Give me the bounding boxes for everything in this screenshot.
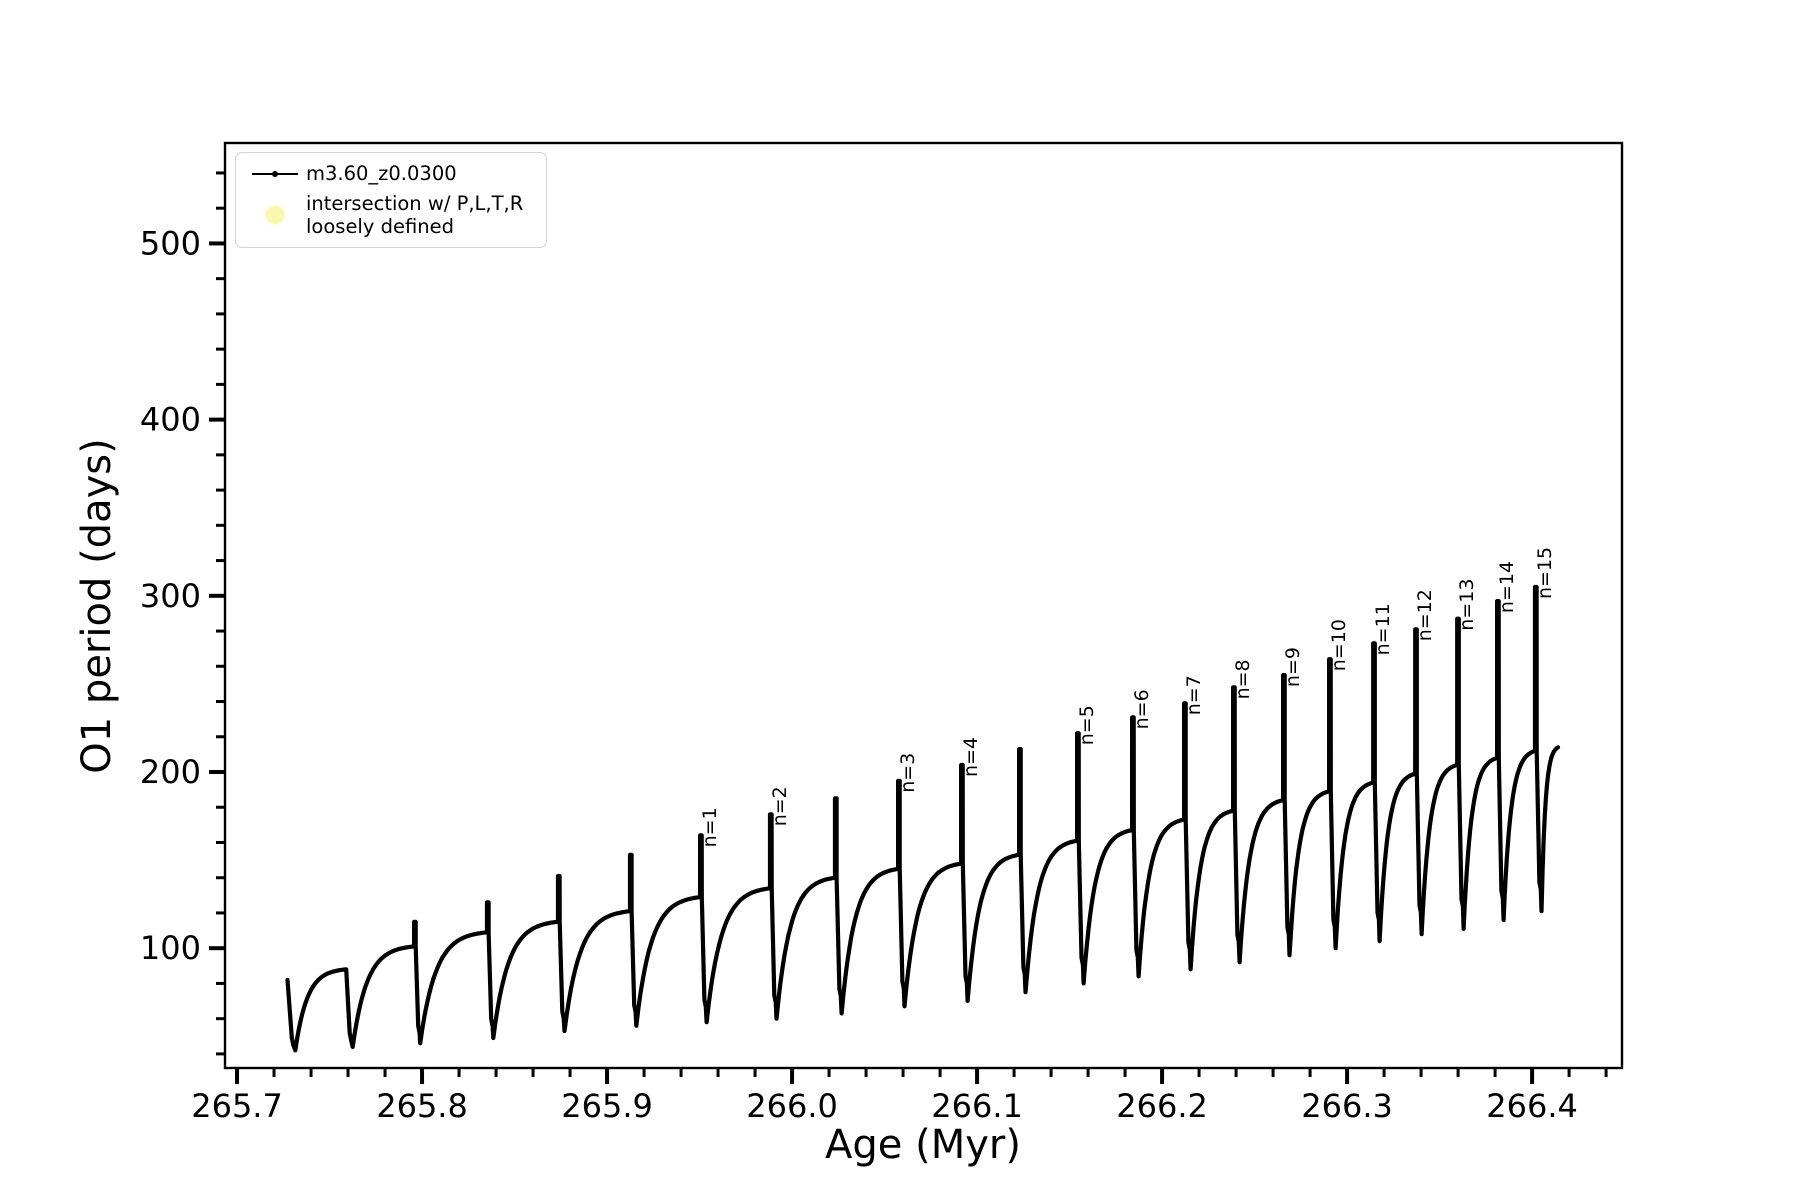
legend-line-sample [252,170,298,177]
x-tick-label: 266.4 [1486,1087,1578,1125]
legend-scatter-marker-icon [266,205,284,224]
spike-annotation: n=14 [1496,561,1518,613]
x-tick-label: 266.0 [746,1087,838,1125]
spike-annotation: n=7 [1183,675,1205,715]
spike-annotation: n=6 [1131,689,1153,729]
spike-annotation: n=4 [960,737,982,777]
legend-label-intersection-line2: loosely defined [306,214,454,238]
legend-entry-intersection: intersection w/ P,L,T,R loosely defined [244,192,536,238]
legend-label-intersection: intersection w/ P,L,T,R loosely defined [306,192,523,238]
x-axis-label: Age (Myr) [825,1122,1021,1168]
spike-annotation: n=3 [897,753,919,793]
spike-annotation: n=10 [1328,619,1350,671]
x-tick-label: 266.3 [1301,1087,1393,1125]
spike-annotation: n=5 [1076,705,1098,745]
plot-border [223,141,1624,1070]
x-tick-label: 265.8 [376,1087,468,1125]
legend-label-series: m3.60_z0.0300 [306,162,457,186]
spike-annotation: n=12 [1414,589,1436,641]
spike-annotation: n=15 [1534,547,1556,599]
series-curve [285,584,1561,1053]
spike-annotation: n=11 [1372,603,1394,655]
legend-entry-series: m3.60_z0.0300 [244,162,536,185]
y-axis-label: O1 period (days) [74,438,120,774]
legend: m3.60_z0.0300 intersection w/ P,L,T,R lo… [235,152,547,248]
x-tick-label: 266.1 [931,1087,1023,1125]
y-tick-label: 500 [140,224,201,262]
x-tick-label: 265.7 [191,1087,283,1125]
spike-annotation: n=2 [769,786,791,826]
x-tick-label: 266.2 [1116,1087,1208,1125]
y-tick-label: 100 [140,929,201,967]
spike-annotation: n=13 [1456,579,1478,631]
y-tick-label: 200 [140,753,201,791]
spike-annotation: n=8 [1232,659,1254,699]
legend-point-marker-icon [272,170,278,177]
legend-label-intersection-line1: intersection w/ P,L,T,R [306,191,524,215]
spike-annotation: n=1 [699,807,721,847]
y-tick-label: 300 [140,577,201,615]
y-tick-label: 400 [140,401,201,439]
spike-annotation: n=9 [1282,647,1304,687]
x-tick-label: 265.9 [561,1087,653,1125]
